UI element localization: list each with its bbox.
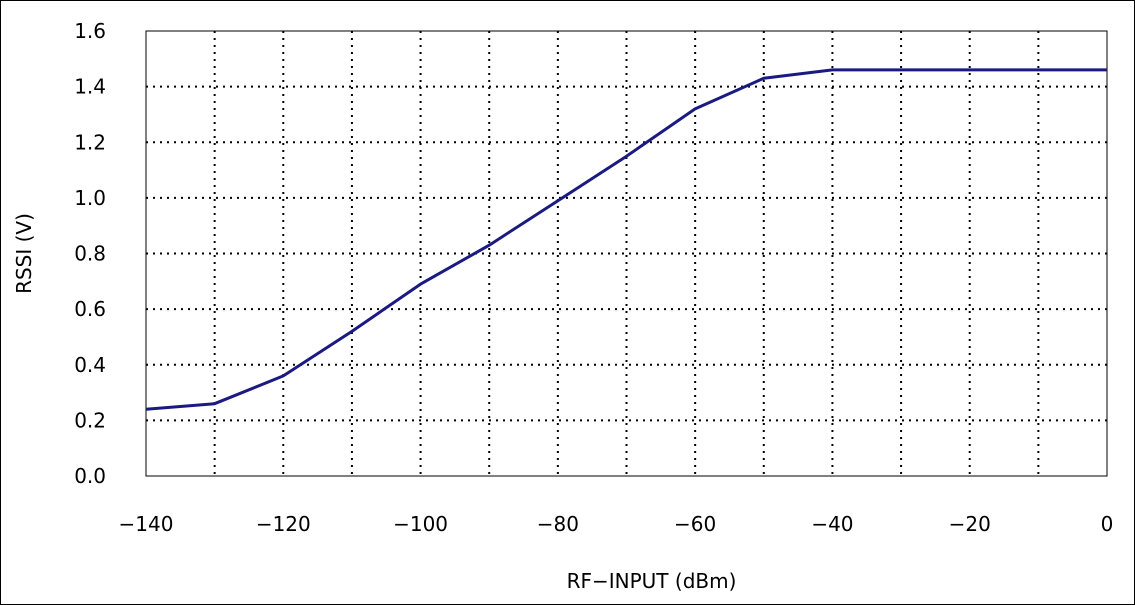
y-tick-label: 1.2 — [74, 130, 106, 154]
x-axis-label: RF−INPUT (dBm) — [567, 569, 737, 593]
y-tick-labels: 0.0 0.2 0.4 0.6 0.8 1.0 1.2 1.4 1.6 — [74, 19, 106, 488]
x-tick-label: −120 — [256, 512, 311, 536]
y-tick-label: 0.8 — [74, 242, 106, 266]
y-tick-label: 1.4 — [74, 75, 106, 99]
x-tick-label: −100 — [393, 512, 448, 536]
series-line — [145, 68, 1107, 411]
y-tick-label: 1.6 — [74, 19, 106, 43]
y-tick-label: 0.4 — [74, 353, 106, 377]
y-tick-label: 1.0 — [74, 186, 106, 210]
x-tick-label: 0 — [1101, 512, 1114, 536]
y-tick-label: 0.6 — [74, 297, 106, 321]
x-tick-label: −60 — [674, 512, 716, 536]
x-tick-label: −140 — [119, 512, 174, 536]
x-tick-label: −20 — [949, 512, 991, 536]
x-tick-labels: −140 −120 −100 −80 −60 −40 −20 0 — [119, 512, 1114, 536]
plot-area — [145, 30, 1108, 477]
y-tick-label: 0.2 — [74, 408, 106, 432]
grid — [146, 31, 1107, 476]
x-tick-label: −40 — [811, 512, 853, 536]
y-axis-label: RSSI (V) — [12, 213, 36, 294]
x-tick-label: −80 — [537, 512, 579, 536]
y-tick-label: 0.0 — [74, 464, 106, 488]
